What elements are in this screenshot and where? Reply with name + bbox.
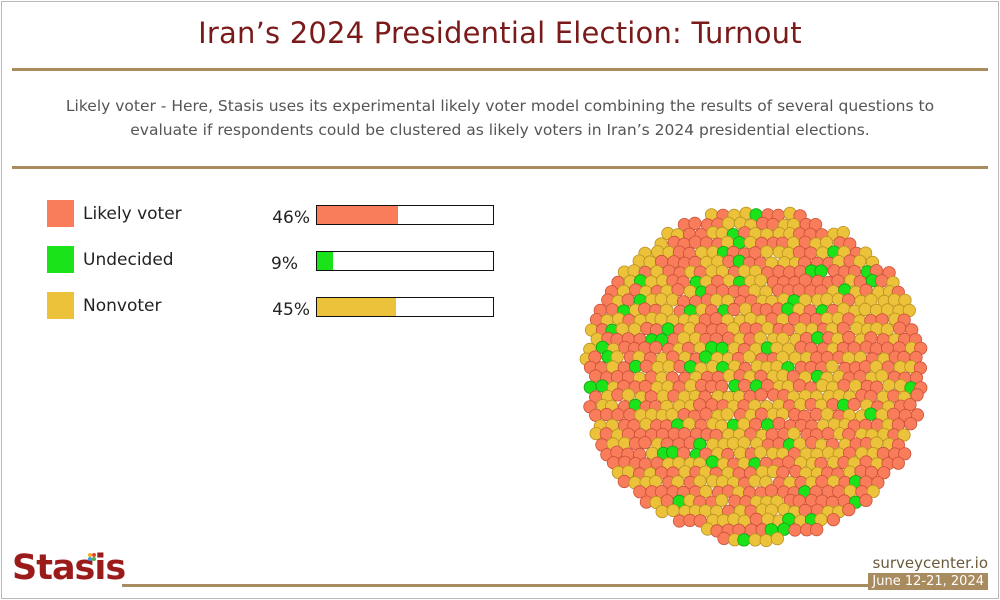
respondent-dot	[903, 417, 918, 431]
survey-dates: June 12-21, 2024	[868, 573, 988, 590]
respondent-dot	[748, 533, 762, 547]
respondent-dot	[820, 407, 834, 421]
respondent-dot	[666, 445, 680, 459]
nonvoter-swatch	[47, 292, 74, 319]
respondent-dot	[897, 428, 911, 442]
chart-title: Iran’s 2024 Presidential Election: Turno…	[198, 16, 802, 50]
respondent-dot	[820, 292, 834, 307]
respondent-dot	[655, 504, 669, 519]
undecided-value-label: 9%	[271, 254, 298, 274]
respondent-dot	[788, 523, 802, 537]
respondent-dot	[754, 273, 768, 287]
respondent-dot	[859, 493, 873, 507]
respondent-dot	[875, 274, 889, 288]
subtitle-divider	[12, 166, 988, 169]
respondent-dot	[737, 533, 751, 547]
likely-voter-bar	[317, 206, 398, 224]
respondent-dot	[858, 302, 872, 317]
respondent-dot	[825, 359, 839, 373]
respondent-dot	[688, 216, 702, 231]
source-site: surveycenter.io	[872, 554, 988, 572]
footer-divider	[122, 584, 870, 587]
undecided-swatch	[47, 246, 74, 273]
respondent-dot	[910, 388, 924, 402]
nonvoter-label: Nonvoter	[83, 296, 162, 316]
undecided-bar	[317, 252, 333, 270]
respondent-dot	[748, 474, 762, 488]
respondent-dot-cloud	[579, 206, 928, 548]
respondent-dot	[877, 466, 891, 480]
likely-voter-swatch	[47, 200, 74, 227]
respondent-dot	[776, 332, 790, 346]
respondent-dot	[811, 331, 825, 345]
likely-voter-label: Likely voter	[83, 204, 182, 224]
nonvoter-bar-track	[316, 297, 494, 317]
respondent-dot	[898, 447, 912, 461]
respondent-dot	[654, 292, 668, 306]
respondent-dot	[864, 407, 878, 421]
respondent-dot	[866, 484, 880, 498]
nonvoter-bar	[317, 298, 397, 316]
logo-dot-icon	[88, 553, 96, 561]
title-divider	[12, 68, 988, 71]
respondent-dot	[753, 331, 767, 345]
respondent-dot	[649, 341, 663, 355]
undecided-bar-track	[316, 251, 494, 271]
undecided-label: Undecided	[83, 250, 174, 270]
respondent-dot	[842, 503, 856, 517]
respondent-dot	[891, 456, 905, 470]
respondent-dot	[892, 321, 907, 335]
respondent-dot	[760, 245, 774, 259]
respondent-dot	[638, 436, 652, 450]
respondent-dot	[910, 408, 924, 422]
stasis-logo: Stasis	[12, 548, 126, 588]
respondent-dot	[599, 407, 614, 422]
respondent-dot	[720, 407, 734, 421]
likely-voter-value-label: 46%	[272, 208, 310, 228]
respondent-dot	[715, 493, 729, 507]
respondent-dot	[864, 293, 878, 307]
respondent-dot	[810, 522, 824, 537]
likely-voter-bar-track	[316, 205, 494, 225]
respondent-dot	[621, 293, 635, 307]
respondent-dot	[759, 533, 773, 548]
respondent-dot	[770, 531, 784, 546]
respondent-dot	[662, 359, 676, 373]
nonvoter-value-label: 45%	[272, 300, 310, 320]
respondent-dot	[621, 388, 636, 402]
respondent-dot	[738, 378, 752, 393]
respondent-dot	[753, 445, 768, 459]
respondent-dot	[742, 350, 756, 364]
chart-subtitle: Likely voter - Here, Stasis uses its exp…	[65, 97, 935, 139]
respondent-dot	[826, 513, 840, 527]
respondent-dot	[754, 388, 768, 402]
